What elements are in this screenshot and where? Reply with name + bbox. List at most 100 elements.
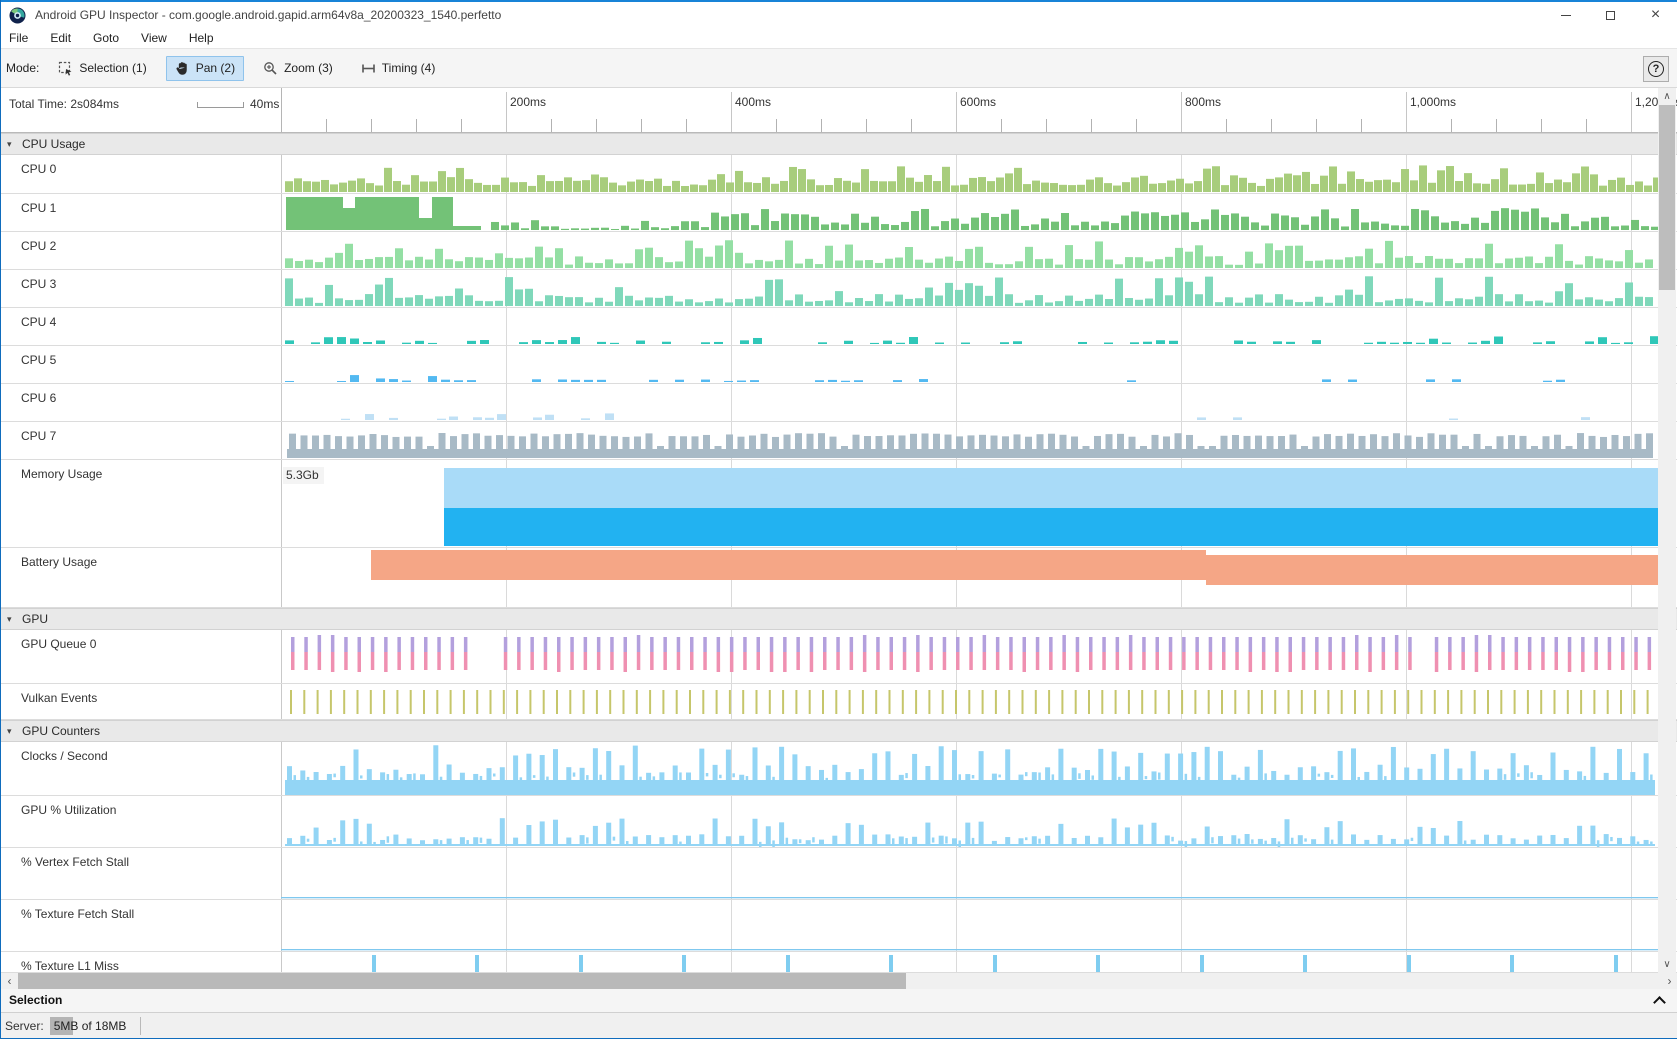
zoom-icon — [263, 61, 278, 76]
track-chart[interactable] — [281, 742, 1659, 795]
ruler-gridline — [956, 92, 957, 132]
track-chart[interactable] — [281, 548, 1659, 607]
ruler-minor-tick — [641, 119, 642, 132]
section-header-gpu-counters[interactable]: ▾ GPU Counters — [1, 720, 1677, 742]
ruler-minor-tick — [1091, 119, 1092, 132]
track-chart[interactable] — [281, 155, 1659, 193]
pan-mode-button[interactable]: Pan (2) — [165, 55, 245, 81]
track-row--texture-fetch-stall: % Texture Fetch Stall — [1, 900, 1677, 952]
track-label: CPU 7 — [21, 429, 57, 443]
scale-label: 40ms — [250, 97, 280, 111]
collapse-arrow-icon[interactable]: ▾ — [7, 613, 12, 624]
track-label: CPU 4 — [21, 315, 57, 329]
track-label: Battery Usage — [21, 555, 98, 569]
scroll-up-icon[interactable]: ∧ — [1663, 91, 1671, 102]
vertical-scrollbar[interactable]: ∧ ∨ — [1658, 88, 1676, 973]
track-row-vulkan-events: Vulkan Events — [1, 684, 1677, 720]
track-chart[interactable] — [281, 684, 1659, 719]
scroll-down-icon[interactable]: ∨ — [1663, 959, 1671, 970]
track-chart[interactable] — [281, 848, 1659, 899]
track-chart[interactable] — [281, 630, 1659, 683]
section-header-cpu-usage[interactable]: ▾ CPU Usage — [1, 133, 1677, 155]
menu-help[interactable]: Help — [188, 31, 214, 45]
menu-file[interactable]: File — [9, 31, 29, 45]
horizontal-scrollbar-thumb[interactable] — [18, 973, 906, 989]
timeline-gridline — [1406, 133, 1407, 973]
section-header-gpu[interactable]: ▾ GPU — [1, 608, 1677, 630]
close-button[interactable]: × — [1633, 2, 1677, 28]
timeline-ruler[interactable]: Total Time: 2s084ms 40ms 200ms 400ms 600ms… — [1, 88, 1677, 133]
track-chart[interactable] — [281, 308, 1659, 345]
track-label: GPU % Utilization — [21, 803, 117, 817]
horizontal-scrollbar[interactable]: ‹ › — [1, 973, 1677, 989]
track-row-cpu-0: CPU 0 — [1, 155, 1677, 194]
track-chart[interactable] — [281, 194, 1659, 231]
zoom-mode-button[interactable]: Zoom (3) — [254, 56, 342, 81]
server-memory-progress: 5MB of 18MB — [49, 1016, 134, 1035]
ruler-minor-tick — [1226, 119, 1227, 132]
track-label: Vulkan Events — [21, 691, 98, 705]
ruler-tick-label: 200ms — [510, 95, 547, 109]
mode-button-label: Pan (2) — [195, 61, 236, 75]
maximize-icon — [1606, 10, 1615, 20]
help-button[interactable]: ? — [1643, 56, 1669, 82]
vertical-scrollbar-thumb[interactable] — [1659, 105, 1675, 290]
track-row-cpu-1: CPU 1 — [1, 194, 1677, 232]
selection-icon — [58, 61, 73, 76]
ruler-tick-label: 800ms — [1185, 95, 1222, 109]
ruler-minor-tick — [326, 119, 327, 132]
track-label: GPU Queue 0 — [21, 637, 97, 651]
maximize-button[interactable] — [1588, 2, 1633, 28]
collapse-arrow-icon[interactable]: ▾ — [7, 138, 12, 149]
track-chart[interactable] — [281, 232, 1659, 269]
track-label: CPU 6 — [21, 391, 57, 405]
window-top-accent — [1, 0, 1677, 2]
section-label: GPU Counters — [22, 724, 101, 738]
track-chart[interactable] — [281, 270, 1659, 307]
ruler-gridline — [1181, 92, 1182, 132]
track-chart[interactable] — [281, 346, 1659, 383]
help-icon: ? — [1648, 61, 1664, 77]
track-label: Memory Usage — [21, 467, 103, 481]
ruler-tick-label: 1,000ms — [1410, 95, 1457, 109]
ruler-tick-label: 400ms — [735, 95, 772, 109]
track-chart[interactable] — [281, 952, 1659, 972]
ruler-minor-tick — [551, 119, 552, 132]
menu-view[interactable]: View — [141, 31, 167, 45]
track-label: CPU 0 — [21, 162, 57, 176]
menu-bar: File Edit Goto View Help — [1, 28, 1677, 49]
server-label: Server: — [5, 1018, 44, 1033]
expand-panel-icon[interactable] — [1653, 996, 1666, 1009]
track-chart[interactable] — [281, 384, 1659, 421]
track-chart[interactable] — [281, 900, 1659, 951]
track-row-cpu-5: CPU 5 — [1, 346, 1677, 384]
toolbar: Mode: Selection (1) Pan (2) Zoom (3) Timing… — [1, 49, 1677, 88]
ruler-minor-tick — [1361, 119, 1362, 132]
minimize-button[interactable] — [1543, 2, 1588, 28]
window-title: Android GPU Inspector - com.google.andro… — [35, 8, 502, 22]
menu-goto[interactable]: Goto — [93, 31, 120, 45]
scroll-right-icon[interactable]: › — [1667, 974, 1672, 988]
selection-mode-button[interactable]: Selection (1) — [49, 56, 155, 81]
title-bar[interactable]: Android GPU Inspector - com.google.andro… — [1, 2, 1677, 28]
collapse-arrow-icon[interactable]: ▾ — [7, 725, 12, 736]
ruler-minor-tick — [1451, 119, 1452, 132]
track-chart[interactable] — [281, 422, 1659, 459]
ruler-minor-tick — [596, 119, 597, 132]
menu-edit[interactable]: Edit — [50, 31, 72, 45]
track-label: % Texture Fetch Stall — [21, 907, 135, 921]
track-chart[interactable] — [281, 460, 1659, 547]
track-chart[interactable] — [281, 796, 1659, 847]
scroll-left-icon[interactable]: ‹ — [7, 974, 12, 988]
selection-panel-title: Selection — [9, 993, 63, 1007]
minimize-icon — [1560, 14, 1571, 16]
ruler-minor-tick — [1001, 119, 1002, 132]
track-label: CPU 5 — [21, 353, 57, 367]
section-label: GPU — [22, 612, 49, 626]
label-column-divider — [281, 88, 282, 132]
timing-mode-button[interactable]: Timing (4) — [352, 56, 445, 81]
track-row-clocks-second: Clocks / Second — [1, 742, 1677, 796]
timeline-gridline — [1631, 133, 1632, 973]
memory-axis-label: 5.3Gb — [283, 467, 324, 484]
selection-panel-header[interactable]: Selection — [1, 989, 1677, 1013]
